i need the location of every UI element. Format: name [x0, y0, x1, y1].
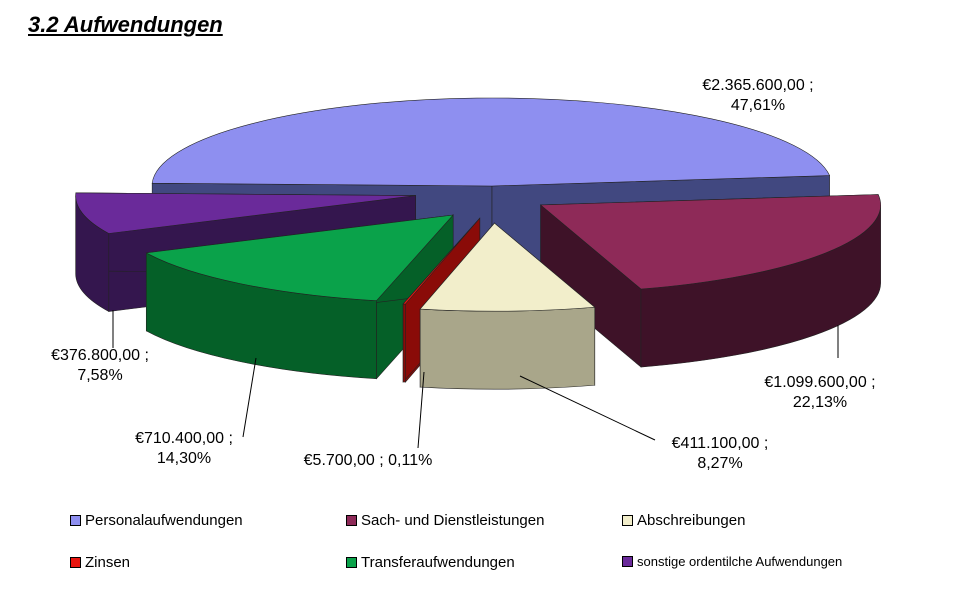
data-label-4: €710.400,00 ; 14,30%	[135, 430, 233, 467]
legend-item-2: Abschreibungen	[622, 512, 745, 529]
legend-swatch-2	[622, 515, 633, 526]
data-label-5: €376.800,00 ; 7,58%	[51, 347, 149, 384]
page-title: 3.2 Aufwendungen	[28, 12, 223, 37]
leader-line-2	[519, 375, 656, 441]
data-label-3: €5.700,00 ; 0,11%	[304, 452, 433, 469]
legend-label-5: sonstige ordentilche Aufwendungen	[637, 554, 843, 569]
legend: Personalaufwendungen Sach- und Dienstleis…	[70, 512, 930, 592]
legend-item-1: Sach- und Dienstleistungen	[346, 512, 544, 529]
legend-label-1: Sach- und Dienstleistungen	[361, 512, 545, 529]
legend-item-3: Zinsen	[70, 554, 130, 571]
pie-chart: €2.365.600,00 ; 47,61% €1.099.600,00 ; 22,1…	[51, 77, 881, 472]
legend-label-3: Zinsen	[85, 554, 131, 571]
legend-label-0: Personalaufwendungen	[85, 512, 243, 529]
data-label-0: €2.365.600,00 ; 47,61%	[702, 77, 813, 114]
leader-line-3	[417, 371, 425, 449]
legend-swatch-4	[346, 557, 357, 568]
legend-item-0: Personalaufwendungen	[70, 512, 243, 529]
pie-slice-1	[539, 194, 881, 368]
data-label-1: €1.099.600,00 ; 22,13%	[764, 374, 875, 411]
legend-item-5: sonstige ordentilche Aufwendungen	[622, 554, 842, 569]
leader-line-4	[242, 357, 257, 438]
data-label-2: €411.100,00 ; 8,27%	[672, 435, 769, 472]
legend-swatch-5	[622, 556, 633, 567]
legend-swatch-3	[70, 557, 81, 568]
pie-slice-2	[419, 222, 596, 390]
legend-item-4: Transferaufwendungen	[346, 554, 515, 571]
legend-label-2: Abschreibungen	[637, 512, 746, 529]
legend-swatch-0	[70, 515, 81, 526]
legend-swatch-1	[346, 515, 357, 526]
legend-label-4: Transferaufwendungen	[361, 554, 515, 571]
